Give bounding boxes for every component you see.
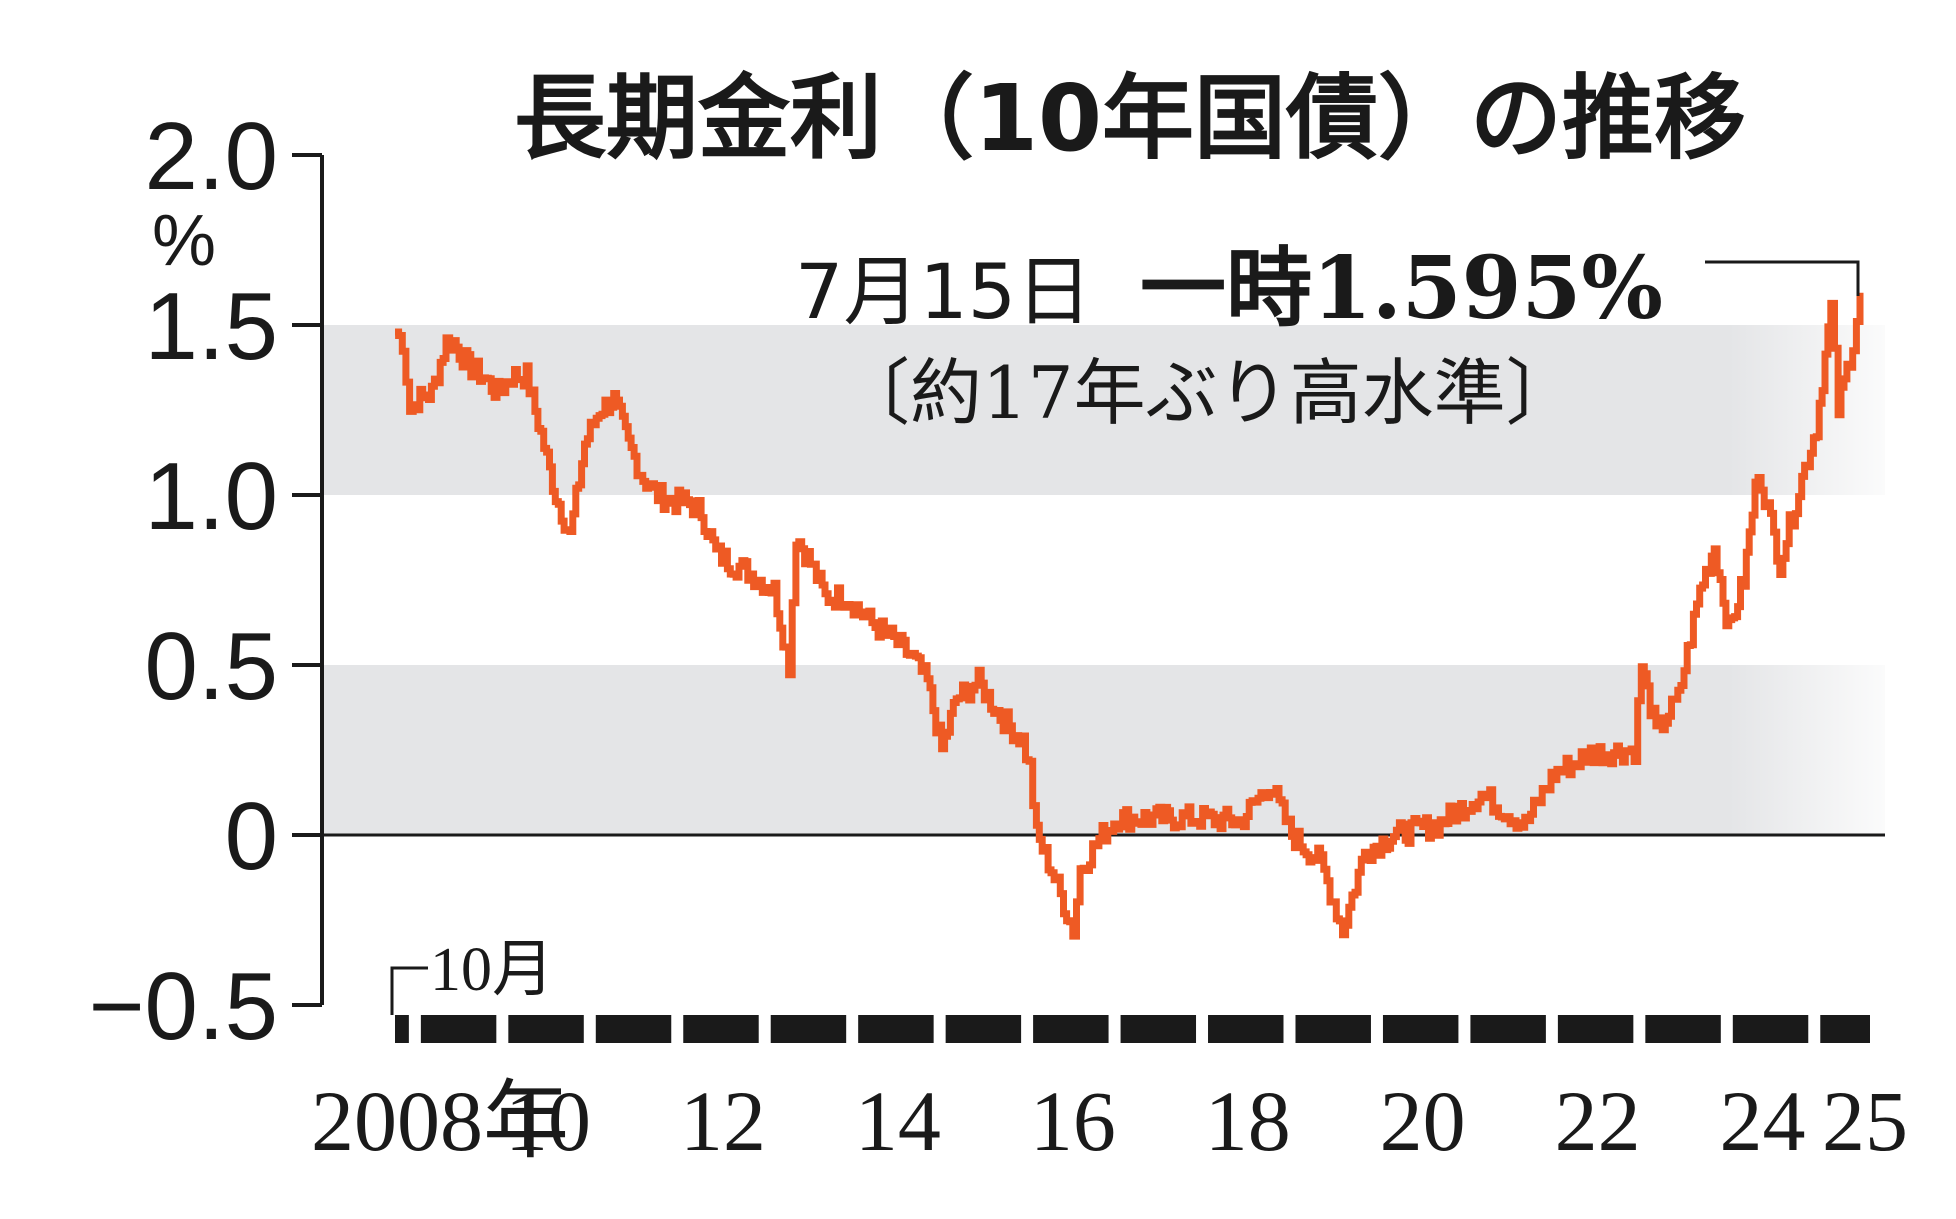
x-tick-label-4: 16 bbox=[1030, 1073, 1116, 1169]
y-tick-label-0: 2.0 bbox=[145, 103, 278, 210]
x-axis-segment-6 bbox=[858, 1015, 934, 1043]
annotation-note: 〔約17年ぶり高水準〕 bbox=[838, 351, 1578, 435]
peak-annotation: 7月15日 一時1.595% 〔約17年ぶり高水準〕 bbox=[795, 238, 1860, 435]
y-axis-unit: % bbox=[152, 201, 216, 281]
x-tick-label-7: 22 bbox=[1555, 1073, 1641, 1169]
x-tick-label-8: 24 bbox=[1720, 1073, 1806, 1169]
x-axis-segment-4 bbox=[683, 1015, 759, 1043]
x-tick-label-1: 10 bbox=[505, 1073, 591, 1169]
start-month-leader bbox=[390, 966, 428, 1015]
y-axis-ticks: 2.0 1.5 1.0 0.5 0 −0.5 bbox=[88, 103, 322, 1060]
x-axis-segment-7 bbox=[945, 1015, 1022, 1043]
x-axis-segment-14 bbox=[1557, 1015, 1634, 1043]
x-axis-segment-8 bbox=[1033, 1015, 1109, 1043]
annotation-value: 一時1.595% bbox=[1140, 238, 1663, 339]
x-axis-segment-1 bbox=[420, 1015, 497, 1043]
x-axis-segment-9 bbox=[1120, 1015, 1197, 1043]
y-tick-label-3: 0.5 bbox=[145, 613, 278, 720]
x-tick-label-3: 14 bbox=[855, 1073, 941, 1169]
x-axis-segment-15 bbox=[1645, 1015, 1721, 1043]
x-axis-segment-16 bbox=[1732, 1015, 1809, 1043]
chart-title: 長期金利（10年国債）の推移 bbox=[514, 65, 1746, 172]
x-tick-label-2: 12 bbox=[680, 1073, 766, 1169]
annotation-date: 7月15日 bbox=[795, 247, 1092, 336]
y-tick-label-2: 1.0 bbox=[145, 443, 278, 550]
x-axis-segment-10 bbox=[1208, 1015, 1284, 1043]
x-axis-segment-12 bbox=[1382, 1015, 1459, 1043]
series-group bbox=[395, 292, 1864, 940]
x-axis-segment-3 bbox=[595, 1015, 672, 1043]
x-axis-segment-5 bbox=[770, 1015, 847, 1043]
series-line-0 bbox=[395, 292, 1864, 940]
x-tick-label-0: 2008年 bbox=[311, 1073, 569, 1169]
x-axis-segment-17 bbox=[1820, 1015, 1870, 1043]
y-tick-label-1: 1.5 bbox=[145, 273, 278, 380]
x-tick-label-5: 18 bbox=[1205, 1073, 1291, 1169]
x-axis-segment-0 bbox=[395, 1015, 409, 1043]
x-tick-label-6: 20 bbox=[1380, 1073, 1466, 1169]
x-tick-label-9: 25 bbox=[1822, 1073, 1908, 1169]
x-axis-segment-2 bbox=[508, 1015, 584, 1043]
start-month-marker: 10月 bbox=[390, 936, 554, 1015]
annotation-leader-line bbox=[1705, 260, 1860, 296]
y-tick-label-4: 0 bbox=[225, 783, 278, 890]
x-axis-segment-11 bbox=[1295, 1015, 1371, 1043]
y-tick-label-5: −0.5 bbox=[88, 953, 278, 1060]
x-axis-segment-13 bbox=[1470, 1015, 1546, 1043]
start-month-label: 10月 bbox=[430, 936, 554, 1004]
